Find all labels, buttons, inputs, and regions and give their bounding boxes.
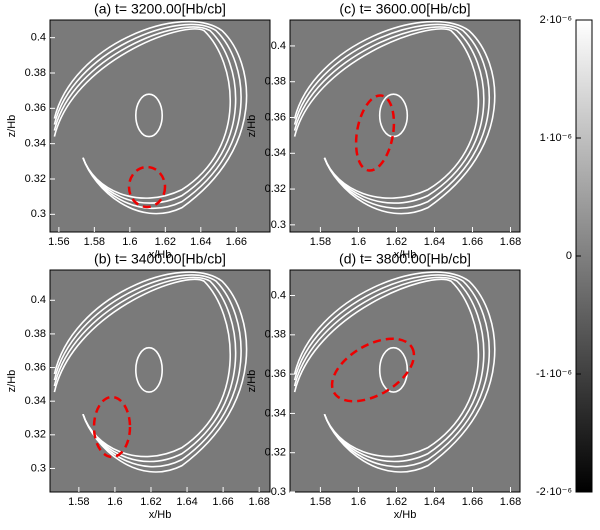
x-axis-label: x/Hb [149,249,172,261]
x-tick-label: 1.6 [351,496,366,508]
contours [53,20,248,215]
y-tick-label: 0.38 [265,329,286,341]
y-tick-label: 0.38 [25,67,46,79]
contour-line [53,274,242,468]
contour-line [135,93,164,138]
contour-line [293,276,485,463]
y-tick-label: 0.3 [31,462,46,474]
contour-line [135,346,164,393]
highlight-ellipse [330,337,416,403]
contour-line [293,20,496,215]
contour-line [378,346,409,393]
y-tick-label: 0.4 [31,32,46,44]
y-tick-label: 0.36 [265,111,286,123]
contour-line [293,271,496,473]
contour-line [53,276,237,463]
panel-title: (c) t= 3600.00[Hb/cb] [339,1,470,17]
x-tick-label: 1.68 [248,496,269,508]
y-tick-label: 0.32 [265,183,286,195]
colorbar-tick-label: -2·10⁻⁶ [536,486,572,498]
contours [293,20,496,215]
panel-title: (a) t= 3200.00[Hb/cb] [94,1,226,17]
contour-line [53,271,248,473]
y-tick-label: 0.3 [31,208,46,220]
colorbar-tick-label: 2·10⁻⁶ [540,14,572,26]
contour-line [53,23,242,209]
colorbar-tick-label: 0 [566,250,572,262]
y-tick-label: 0.34 [265,147,286,159]
x-tick-label: 1.66 [462,496,483,508]
panel-title: (d) t= 3800.00[Hb/cb] [339,251,471,267]
colorbar-tick-label: -1·10⁻⁶ [536,368,572,380]
contour-line [53,278,232,458]
x-tick-label: 1.62 [386,236,407,248]
contour-line [53,28,232,199]
y-axis-label: z/Hb [6,115,18,138]
y-tick-label: 0.32 [25,173,46,185]
x-tick-label: 1.64 [424,236,445,248]
panel-title: (b) t= 3400.00[Hb/cb] [94,251,226,267]
y-axis-label: z/Hb [246,370,258,393]
highlight-ellipse [354,94,396,172]
y-tick-label: 0.3 [271,486,286,498]
x-tick-label: 1.62 [155,236,176,248]
x-tick-label: 1.58 [84,236,105,248]
x-axis-label: x/Hb [149,509,172,521]
y-tick-label: 0.38 [265,76,286,88]
contour-line [293,274,491,468]
x-tick-label: 1.66 [462,236,483,248]
x-axis-label: x/Hb [394,249,417,261]
contour-line [293,278,480,458]
x-tick-label: 1.58 [310,496,331,508]
y-tick-label: 0.36 [25,361,46,373]
x-tick-label: 1.6 [351,236,366,248]
x-tick-label: 1.68 [500,496,521,508]
x-tick-label: 1.68 [500,236,521,248]
y-tick-label: 0.36 [265,368,286,380]
y-axis-label: z/Hb [246,115,258,138]
y-tick-label: 0.38 [25,328,46,340]
y-tick-label: 0.34 [265,407,286,419]
x-tick-label: 1.6 [107,496,122,508]
x-tick-label: 1.62 [140,496,161,508]
y-tick-label: 0.4 [31,294,46,306]
y-tick-label: 0.34 [25,138,46,150]
highlight-ellipse [92,395,132,459]
x-tick-label: 1.64 [176,496,197,508]
colorbar-tick-label: 1·10⁻⁶ [540,132,572,144]
x-tick-label: 1.58 [310,236,331,248]
x-tick-label: 1.6 [122,236,137,248]
y-tick-label: 0.32 [265,447,286,459]
contours [293,271,496,473]
contour-line [293,26,485,204]
contour-line [293,23,491,209]
contour-line [53,20,248,215]
x-tick-label: 1.58 [68,496,89,508]
y-tick-label: 0.32 [25,429,46,441]
y-tick-label: 0.34 [25,395,46,407]
y-axis-label: z/Hb [6,370,18,393]
x-tick-label: 1.56 [48,236,69,248]
y-tick-label: 0.3 [271,219,286,231]
contour-line [293,28,480,199]
x-tick-label: 1.62 [386,496,407,508]
y-tick-label: 0.4 [271,289,286,301]
contours [53,271,248,473]
x-tick-label: 1.66 [212,496,233,508]
y-tick-label: 0.4 [271,40,286,52]
y-tick-label: 0.36 [25,102,46,114]
contour-line [53,26,237,204]
x-tick-label: 1.64 [190,236,211,248]
x-axis-label: x/Hb [394,509,417,521]
highlight-ellipse [127,165,167,209]
x-tick-label: 1.66 [226,236,247,248]
x-tick-label: 1.64 [424,496,445,508]
